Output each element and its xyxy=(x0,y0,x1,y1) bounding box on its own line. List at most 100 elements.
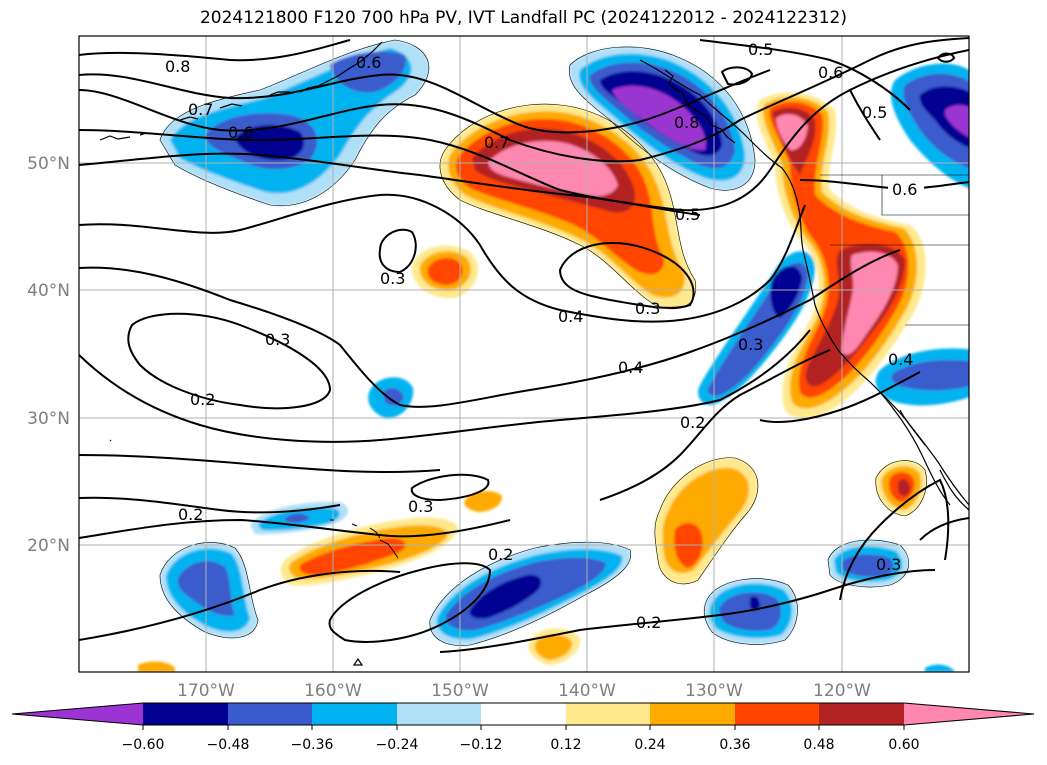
contour-label: 0.5 xyxy=(862,103,887,122)
contour-label: 0.2 xyxy=(636,613,661,632)
figure-title: 2024121800 F120 700 hPa PV, IVT Landfall… xyxy=(199,8,847,28)
colorbar-tick-label: −0.60 xyxy=(122,737,165,753)
pv-contour-0.3-loop2 xyxy=(558,242,695,309)
contour-label: 0.7 xyxy=(188,100,213,119)
contour-label: 0.6 xyxy=(228,123,253,142)
pv-contour-0.8 xyxy=(79,39,351,62)
contour-label: 0.4 xyxy=(618,358,643,377)
pv-contour-0.6-ne xyxy=(699,39,911,111)
contour-label: 0.4 xyxy=(558,307,583,326)
colorbar-extend-min xyxy=(12,703,143,725)
label-backing xyxy=(888,178,924,198)
lat-label-20: 20°N xyxy=(27,536,70,556)
pv-contour-0.3-east xyxy=(839,478,950,601)
pv-contour-0.2-loop xyxy=(127,312,332,410)
pv-contour-0.2-south2 xyxy=(79,569,401,641)
colorbar-tick-label: 0.24 xyxy=(634,737,665,753)
mexico-coast xyxy=(939,469,969,511)
colorbar-tick-label: −0.36 xyxy=(291,737,334,753)
contour-label: 0.2 xyxy=(488,545,513,564)
negative-blob-gulf-aleutian xyxy=(235,125,304,160)
pv-contour-0.2b xyxy=(79,454,441,474)
colorbar-segment xyxy=(143,703,228,725)
contour-label: 0.8 xyxy=(674,113,699,132)
negative-blob-subtropical xyxy=(719,592,781,631)
contour-label: 0.3 xyxy=(380,269,405,288)
contour-label: 0.3 xyxy=(408,497,433,516)
negative-blob-bc-coast xyxy=(612,85,706,151)
pv-contour-0.2c xyxy=(79,496,341,514)
pv-contour-0.2-diag xyxy=(599,349,831,501)
pv-contour-0.7 xyxy=(79,69,771,134)
colorbar-extend-max xyxy=(904,703,1034,725)
pv-contour-0.3-hawaii xyxy=(410,473,490,502)
pv-contour-0.5-ne xyxy=(849,89,881,141)
lon-label-160w: 160°W xyxy=(304,681,362,701)
positive-blob-small xyxy=(427,257,463,285)
colorbar-tick-labels: −0.60 −0.48 −0.36 −0.24 −0.12 0.12 0.24 … xyxy=(122,737,920,753)
colorbar-tick-label: −0.24 xyxy=(376,737,419,753)
lon-label-170w: 170°W xyxy=(177,681,235,701)
negative-blob-california-coast xyxy=(891,360,969,391)
positive-blob-subtropical xyxy=(674,523,703,568)
pv-contour-0.3-stub xyxy=(919,517,969,541)
colorbar-tick-label: 0.36 xyxy=(719,737,750,753)
lon-label-130w: 130°W xyxy=(685,681,743,701)
positive-blob-central xyxy=(488,141,618,197)
colorbar-segment xyxy=(650,703,735,725)
contour-label: 0.2 xyxy=(190,390,215,409)
colorbar-segment xyxy=(735,703,819,725)
contour-label: 0.6 xyxy=(892,180,917,199)
positive-blob-hawaii xyxy=(299,538,406,576)
colorbar-tick-label: 0.48 xyxy=(803,737,834,753)
negative-blob-gulf-aleutian xyxy=(330,51,406,93)
pv-contour-0.2-south3 xyxy=(439,569,936,653)
positive-blob-small xyxy=(534,634,573,660)
contour-label: 0.3 xyxy=(635,299,660,318)
contour-label: 0.4 xyxy=(888,350,913,369)
pv-contour-0.2 xyxy=(79,329,811,443)
colorbar-segment xyxy=(566,703,650,725)
colorbar-segment xyxy=(312,703,397,725)
colorbar: −0.60 −0.48 −0.36 −0.24 −0.12 0.12 0.24 … xyxy=(11,702,1035,753)
lon-label-140w: 140°W xyxy=(558,681,616,701)
colorbar-tick-label: −0.12 xyxy=(460,737,503,753)
lat-label-50: 50°N xyxy=(27,154,70,174)
contour-label: 0.5 xyxy=(675,205,700,224)
pv-contour-0.2-loop3 xyxy=(328,562,492,643)
pv-contour-0.3 xyxy=(79,249,901,408)
contour-label: 0.8 xyxy=(165,57,190,76)
pv-contour-loop-ne xyxy=(720,66,754,86)
negative-blob-subtropical xyxy=(285,513,310,523)
positive-blob-westcoast xyxy=(776,114,898,355)
colorbar-segment xyxy=(481,703,566,725)
negative-blob-subtropical xyxy=(925,664,955,672)
colorbar-segment xyxy=(228,703,312,725)
contour-label: 0.3 xyxy=(876,555,901,574)
negative-blob-northeast xyxy=(919,86,969,148)
contour-label: 0.5 xyxy=(748,40,773,59)
pv-contour-loop-ne2 xyxy=(936,52,956,63)
negative-blob-subtropical xyxy=(842,554,894,577)
island-small xyxy=(109,439,364,666)
lon-label-150w: 150°W xyxy=(431,681,489,701)
pv-contour-0.4 xyxy=(79,193,806,323)
pv-contour-0.5b xyxy=(79,152,701,216)
colorbar-tick-label: 0.12 xyxy=(550,737,581,753)
contour-label: 0.6 xyxy=(356,53,381,72)
positive-blob-small xyxy=(464,491,503,512)
colorbar-segment xyxy=(397,703,481,725)
negative-blob-subtropical xyxy=(750,596,760,611)
positive-blob-subtropical xyxy=(898,479,910,496)
contour-label: 0.3 xyxy=(738,335,763,354)
gridlines xyxy=(79,36,969,672)
lon-label-120w: 120°W xyxy=(813,681,871,701)
contour-label: 0.7 xyxy=(484,133,509,152)
lat-label-40: 40°N xyxy=(27,281,70,301)
contour-label: 0.3 xyxy=(265,330,290,349)
contour-label: 0.6 xyxy=(818,63,843,82)
pv-contour-0.6 xyxy=(79,37,969,163)
colorbar-ticks xyxy=(142,725,905,730)
pv-contour-0.2-south xyxy=(79,518,511,539)
